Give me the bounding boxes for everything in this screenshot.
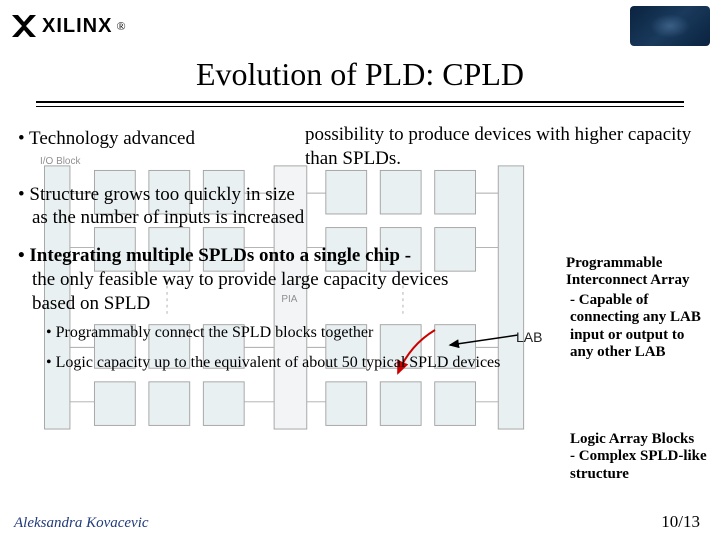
bullet-3-l1: • Integrating multiple SPLDs onto a sing… — [18, 245, 411, 266]
title-divider-1 — [36, 101, 684, 103]
author-name: Aleksandra Kovacevic — [14, 515, 149, 532]
lab-side-desc: - Complex SPLD-like structure — [570, 448, 710, 483]
slide-title: Evolution of PLD: CPLD — [0, 56, 720, 93]
pia-side-title: Programmable Interconnect Array — [566, 255, 706, 288]
logo-reg-mark: ® — [116, 19, 125, 34]
slide-footer: Aleksandra Kovacevic 10/13 — [0, 512, 720, 536]
xilinx-logo: XILINX ® — [10, 13, 126, 39]
bullet-1-right: possibility to produce devices with high… — [305, 123, 702, 171]
decorative-chip-image — [630, 6, 710, 46]
bullet-2-l2: as the number of inputs is increased — [32, 206, 702, 230]
slide-content: I/O Block PIA LAB Programmable Interconn… — [0, 107, 720, 373]
logo-brand-text: XILINX — [42, 15, 112, 38]
logo-x-icon — [10, 13, 38, 39]
bullet-1-left: • Technology advanced — [18, 127, 195, 151]
bullet-2-l1: • Structure grows too quickly in size — [18, 183, 702, 207]
page-number: 10/13 — [661, 512, 700, 532]
lab-side-title: Logic Array Blocks — [570, 431, 710, 448]
slide-header: XILINX ® — [0, 0, 720, 48]
lab-small-label: LAB — [516, 329, 542, 345]
side-annotations: - Capable of connecting any LAB input or… — [570, 292, 710, 483]
pia-side-desc: - Capable of connecting any LAB input or… — [570, 292, 710, 361]
pia-title-text: Programmable Interconnect Array — [566, 255, 689, 288]
